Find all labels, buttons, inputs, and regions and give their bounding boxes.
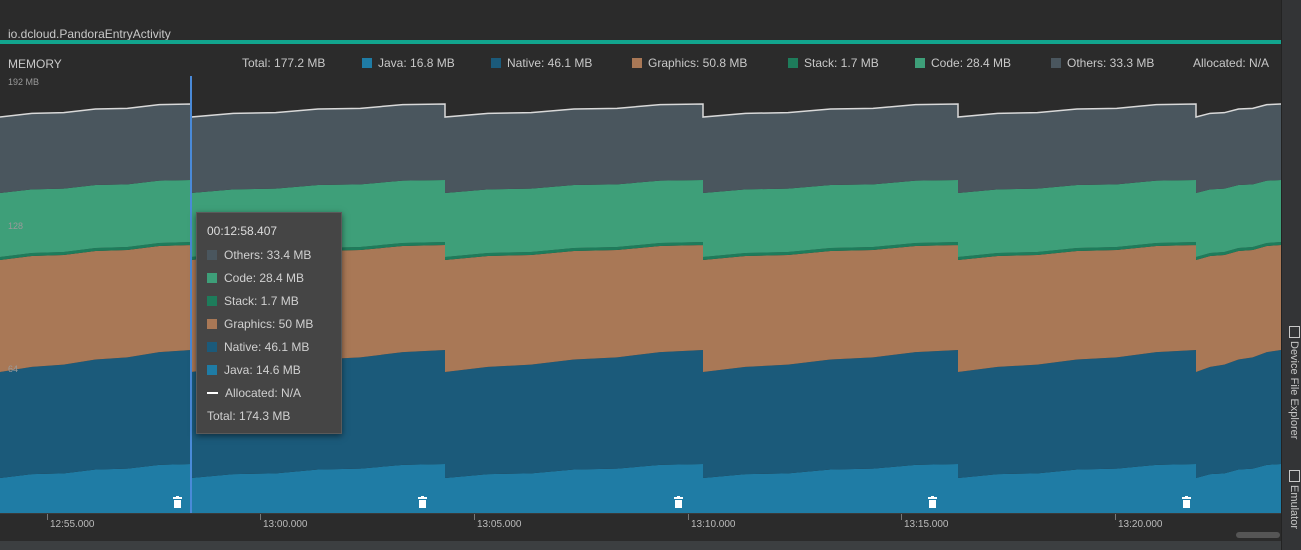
memory-title: MEMORY [8, 57, 62, 71]
java-area [0, 464, 1281, 513]
graphics-swatch [632, 58, 642, 68]
activity-name: io.dcloud.PandoraEntryActivity [8, 27, 171, 41]
legend-native: Native: 46.1 MB [491, 56, 592, 70]
time-label: 12:55.000 [50, 519, 95, 530]
stack-area [0, 242, 1281, 260]
native-swatch [491, 58, 501, 68]
legend-total: Total: 177.2 MB [242, 56, 326, 70]
legend-graphics: Graphics: 50.8 MB [632, 56, 747, 70]
stack-swatch [788, 58, 798, 68]
tooltip-graphics: Graphics: 50 MB [207, 317, 313, 331]
tooltip-stack: Stack: 1.7 MB [207, 294, 299, 308]
tooltip-allocated: Allocated: N/A [207, 386, 301, 400]
y-tick-128: 128 [8, 221, 24, 231]
time-axis[interactable]: 12:55.000 13:00.000 13:05.000 13:10.000 … [0, 513, 1281, 541]
tooltip-native: Native: 46.1 MB [207, 340, 309, 354]
trash-icon[interactable] [173, 495, 182, 508]
tab-emulator[interactable]: Emulator [1284, 470, 1300, 529]
activity-timeline-bar[interactable] [0, 40, 1281, 44]
java-swatch [362, 58, 372, 68]
graphics-area [0, 245, 1281, 372]
others-swatch [1051, 58, 1061, 68]
trash-icon[interactable] [418, 495, 427, 508]
tooltip-java: Java: 14.6 MB [207, 363, 301, 377]
memory-tooltip: 00:12:58.407 Others: 33.4 MB Code: 28.4 … [196, 212, 342, 434]
time-label: 13:05.000 [477, 519, 522, 530]
legend-allocated: Allocated: N/A [1193, 56, 1270, 70]
status-bar [0, 541, 1281, 550]
tab-device-file-explorer[interactable]: Device File Explorer [1284, 326, 1300, 439]
y-tick-64: 64 [8, 364, 19, 374]
legend-stack: Stack: 1.7 MB [788, 56, 879, 70]
memory-legend-bar: MEMORY Total: 177.2 MB Java: 16.8 MB Nat… [0, 48, 1281, 76]
tooltip-others: Others: 33.4 MB [207, 248, 311, 262]
time-label: 13:10.000 [691, 519, 736, 530]
time-label: 13:00.000 [263, 519, 308, 530]
legend-java: Java: 16.8 MB [362, 56, 455, 70]
device-icon [1288, 326, 1300, 338]
trash-icon[interactable] [928, 495, 937, 508]
code-swatch [915, 58, 925, 68]
emulator-icon [1288, 470, 1300, 482]
time-label: 13:20.000 [1118, 519, 1163, 530]
tooltip-time: 00:12:58.407 [207, 224, 278, 238]
timeline-scrollbar[interactable] [1236, 532, 1280, 538]
trash-icon[interactable] [1182, 495, 1191, 508]
trash-icon[interactable] [674, 495, 683, 508]
tooltip-code: Code: 28.4 MB [207, 271, 304, 285]
time-label: 13:15.000 [904, 519, 949, 530]
legend-others: Others: 33.3 MB [1051, 56, 1154, 70]
others-area [0, 104, 1281, 193]
activity-bar: io.dcloud.PandoraEntryActivity [0, 0, 1281, 46]
memory-area-chart[interactable] [0, 76, 1281, 513]
right-tool-strip: Device File Explorer Emulator [1281, 0, 1301, 550]
tooltip-total: Total: 174.3 MB [207, 409, 291, 423]
y-tick-192: 192 MB [8, 77, 40, 87]
legend-code: Code: 28.4 MB [915, 56, 1011, 70]
